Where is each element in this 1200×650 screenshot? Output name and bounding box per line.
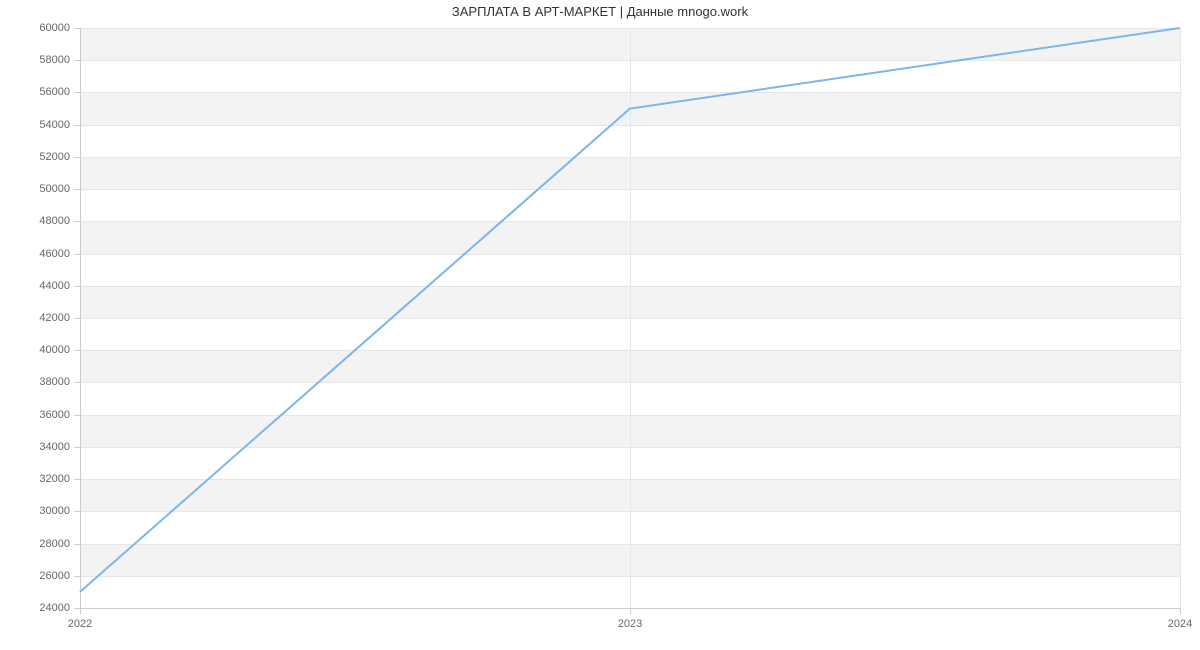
- y-axis-label: 26000: [39, 570, 70, 582]
- y-axis-label: 58000: [39, 54, 70, 66]
- x-axis-label: 2023: [618, 618, 642, 630]
- x-gridline: [1180, 28, 1181, 608]
- y-axis-label: 46000: [39, 248, 70, 260]
- y-axis-label: 32000: [39, 473, 70, 485]
- chart-title: ЗАРПЛАТА В АРТ-МАРКЕТ | Данные mnogo.wor…: [0, 4, 1200, 19]
- chart-container: ЗАРПЛАТА В АРТ-МАРКЕТ | Данные mnogo.wor…: [0, 0, 1200, 650]
- y-axis-label: 34000: [39, 441, 70, 453]
- y-axis-label: 44000: [39, 280, 70, 292]
- x-axis-label: 2024: [1168, 618, 1192, 630]
- y-axis-label: 24000: [39, 602, 70, 614]
- y-axis-label: 60000: [39, 22, 70, 34]
- y-axis-label: 38000: [39, 376, 70, 388]
- y-axis-label: 54000: [39, 119, 70, 131]
- y-axis-label: 56000: [39, 86, 70, 98]
- x-tick: [1180, 608, 1181, 614]
- y-axis-label: 40000: [39, 344, 70, 356]
- line-series-salary: [80, 28, 1180, 592]
- y-axis-label: 28000: [39, 538, 70, 550]
- y-axis-label: 52000: [39, 151, 70, 163]
- y-axis-label: 30000: [39, 505, 70, 517]
- x-axis-label: 2022: [68, 618, 92, 630]
- y-axis-label: 36000: [39, 409, 70, 421]
- y-axis-label: 48000: [39, 215, 70, 227]
- x-axis-line: [80, 608, 1180, 609]
- series-svg: [80, 28, 1180, 608]
- plot-area: 2400026000280003000032000340003600038000…: [80, 28, 1180, 608]
- y-axis-label: 42000: [39, 312, 70, 324]
- y-axis-label: 50000: [39, 183, 70, 195]
